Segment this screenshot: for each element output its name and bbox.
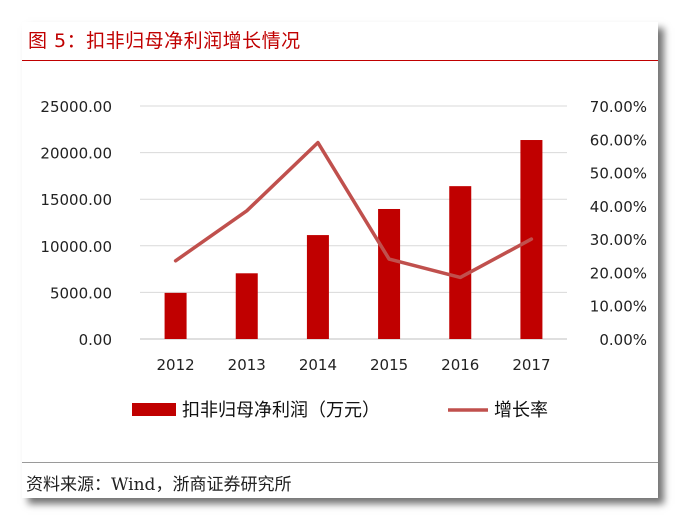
x-tick-label: 2016 — [441, 356, 479, 374]
bar — [449, 186, 472, 339]
bar — [235, 273, 258, 339]
growth-line-series — [173, 140, 534, 280]
x-tick-label: 2017 — [512, 356, 550, 374]
right-tick-label: 60.00% — [590, 131, 647, 149]
left-tick-label: 15000.00 — [40, 191, 112, 209]
gridlines — [140, 105, 567, 340]
left-y-axis: 0.00 5000.00 10000.00 15000.00 20000.00 25000… — [40, 98, 112, 349]
x-tick-label: 2012 — [156, 356, 194, 374]
right-tick-label: 0.00% — [599, 331, 647, 349]
right-tick-label: 40.00% — [590, 198, 647, 216]
left-tick-label: 10000.00 — [40, 238, 112, 256]
x-tick-label: 2014 — [299, 356, 337, 374]
figure-card: 图 5：扣非归母净利润增长情况 0.00 5000.00 10000.00 15000… — [22, 22, 658, 498]
title-divider — [22, 60, 658, 61]
combo-chart: 0.00 5000.00 10000.00 15000.00 20000.00 25000… — [40, 98, 647, 421]
legend-line-label: 增长率 — [494, 400, 548, 421]
footer-divider — [22, 462, 658, 463]
bar — [378, 208, 401, 339]
figure-title: 图 5：扣非归母净利润增长情况 — [28, 30, 301, 52]
bar — [164, 292, 187, 339]
x-tick-label: 2013 — [228, 356, 266, 374]
bar — [306, 235, 329, 339]
legend-bar-swatch — [132, 403, 176, 416]
right-tick-label: 10.00% — [590, 298, 647, 316]
right-tick-label: 50.00% — [590, 165, 647, 183]
right-tick-label: 30.00% — [590, 231, 647, 249]
right-y-axis: 0.00% 10.00% 20.00% 30.00% 40.00% 50.00% 60.00… — [590, 98, 647, 349]
left-tick-label: 5000.00 — [50, 284, 112, 302]
right-tick-label: 70.00% — [590, 98, 647, 116]
bar-series — [164, 140, 543, 339]
legend: 扣非归母净利润（万元） 增长率 — [132, 400, 548, 421]
growth-line — [173, 140, 534, 280]
right-tick-label: 20.00% — [590, 264, 647, 282]
legend-bar-label: 扣非归母净利润（万元） — [182, 400, 380, 421]
x-axis: 2012 2013 2014 2015 2016 2017 — [156, 356, 550, 374]
left-tick-label: 0.00 — [79, 331, 112, 349]
left-tick-label: 25000.00 — [40, 98, 112, 116]
x-tick-label: 2015 — [370, 356, 408, 374]
source-note: 资料来源：Wind，浙商证券研究所 — [26, 475, 292, 495]
left-tick-label: 20000.00 — [40, 145, 112, 163]
